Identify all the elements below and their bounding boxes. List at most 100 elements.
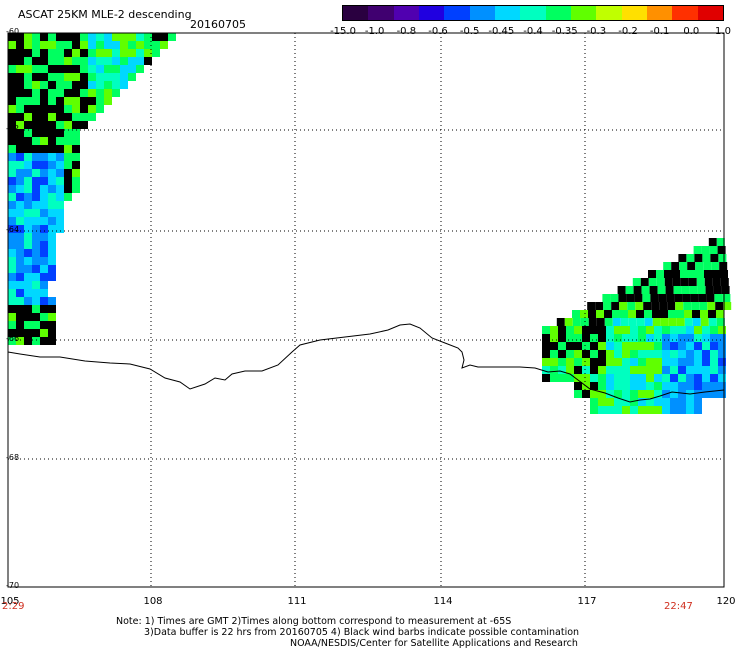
wind-pixel [64, 41, 72, 49]
map-frame [7, 32, 725, 588]
wind-pixel [48, 185, 56, 193]
wind-pixel [662, 326, 670, 334]
wind-pixel [558, 374, 566, 382]
wind-pixel [120, 49, 128, 57]
wind-pixel [718, 326, 726, 334]
wind-pixel [718, 374, 726, 382]
wind-pixel [718, 366, 726, 374]
colorbar-segment [697, 6, 723, 20]
wind-pixel [610, 294, 619, 302]
wind-pixel [630, 326, 638, 334]
wind-pixel [668, 310, 676, 318]
wind-pixel [678, 334, 686, 342]
wind-pixel [40, 81, 48, 89]
wind-pixel [40, 329, 48, 337]
wind-pixel [56, 145, 64, 153]
wind-pixel [638, 342, 646, 350]
wind-pixel [684, 310, 692, 318]
wind-pixel [40, 209, 48, 217]
wind-pixel [716, 238, 725, 246]
wind-pixel [40, 121, 48, 129]
wind-pixel [666, 294, 675, 302]
wind-pixel [40, 49, 48, 57]
wind-pixel [48, 201, 56, 209]
wind-pixel [144, 33, 152, 41]
wind-pixel [80, 81, 88, 89]
wind-pixel [664, 270, 672, 278]
wind-pixel [670, 358, 678, 366]
wind-pixel [702, 342, 710, 350]
wind-pixel [24, 233, 32, 241]
wind-pixel [56, 81, 64, 89]
wind-pixel [24, 313, 32, 321]
wind-pixel [72, 105, 80, 113]
wind-pixel [694, 254, 703, 262]
wind-pixel [650, 294, 659, 302]
wind-pixel [708, 318, 717, 326]
wind-pixel [702, 382, 710, 390]
wind-pixel [656, 270, 664, 278]
wind-pixel [32, 337, 40, 345]
wind-pixel [598, 342, 606, 350]
wind-pixel [48, 337, 56, 345]
wind-pixel [16, 321, 24, 329]
wind-pixel [48, 121, 56, 129]
wind-pixel [96, 49, 104, 57]
wind-pixel [8, 321, 16, 329]
wind-pixel [590, 374, 598, 382]
wind-pixel [16, 265, 24, 273]
wind-pixel [80, 33, 88, 41]
wind-pixel [112, 73, 120, 81]
wind-pixel [32, 321, 40, 329]
wind-pixel [719, 262, 728, 270]
wind-pixel [40, 257, 48, 265]
wind-pixel [16, 169, 24, 177]
wind-pixel [668, 318, 677, 326]
wind-pixel [8, 65, 16, 73]
latitude-label: -68 [6, 453, 20, 462]
wind-pixel [627, 302, 636, 310]
colorbar-segment [444, 6, 470, 20]
wind-pixel [56, 57, 64, 65]
wind-pixel [32, 289, 40, 297]
wind-pixel [556, 318, 565, 326]
wind-pixel [48, 81, 56, 89]
wind-pixel [654, 350, 662, 358]
wind-pixel [614, 366, 622, 374]
longitude-label: 117 [577, 596, 597, 607]
wind-pixel [598, 334, 606, 342]
wind-pixel [40, 297, 48, 305]
wind-pixel [40, 201, 48, 209]
wind-pixel [32, 41, 40, 49]
wind-pixel [715, 302, 724, 310]
wind-pixel [678, 406, 686, 414]
wind-pixel [710, 342, 718, 350]
wind-pixel [80, 113, 88, 121]
wind-pixel [654, 358, 662, 366]
wind-pixel [64, 137, 72, 145]
wind-pixel [16, 41, 24, 49]
wind-pixel [622, 406, 630, 414]
coastline [7, 323, 725, 403]
wind-pixel [64, 169, 72, 177]
wind-pixel [646, 350, 654, 358]
colorbar-tick-label: -1.0 [364, 26, 385, 37]
wind-pixel [104, 89, 112, 97]
wind-pixel [690, 294, 699, 302]
wind-pixel [604, 318, 613, 326]
wind-pixel [128, 65, 136, 73]
wind-pixel [8, 257, 16, 265]
wind-pixel [16, 153, 24, 161]
colorbar-tick-label: -0.35 [551, 26, 578, 37]
wind-pixel [614, 334, 622, 342]
wind-pixel [8, 73, 16, 81]
wind-pixel [56, 201, 64, 209]
wind-pixel [612, 310, 620, 318]
wind-pixel [542, 366, 550, 374]
wind-pixel [657, 286, 666, 294]
wind-pixel [144, 41, 152, 49]
wind-pixel [16, 241, 24, 249]
wind-pixel [710, 366, 718, 374]
wind-pixel [695, 262, 704, 270]
